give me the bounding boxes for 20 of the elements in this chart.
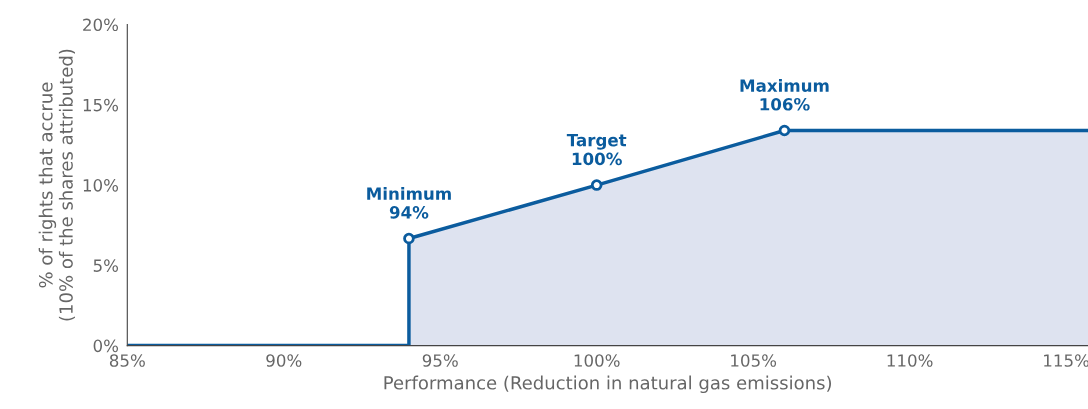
x-tick-label: 100% xyxy=(574,354,620,367)
x-tick-label: 85% xyxy=(109,354,145,367)
y-axis-title: % of rights that accrue (10% of the shares attributed) xyxy=(38,49,75,321)
x-tick-label: 95% xyxy=(422,354,458,367)
y-tick-label: 0% xyxy=(93,339,119,353)
y-tick-label: 5% xyxy=(93,259,119,272)
x-tick-label: 105% xyxy=(731,354,777,367)
annotation: Minimum 94% xyxy=(367,187,451,219)
y-tick-label: 20% xyxy=(83,18,119,32)
x-axis-title: Performance (Reduction in natural gas emissions) xyxy=(384,375,832,394)
x-tick-label: 115% xyxy=(1044,354,1088,367)
point xyxy=(778,124,791,137)
annotation: Target 100% xyxy=(566,134,627,166)
x-tick-label: 90% xyxy=(266,354,302,367)
y-tick-label: 10% xyxy=(83,179,119,192)
point xyxy=(403,232,415,245)
point xyxy=(590,179,603,191)
x-tick-label: 110% xyxy=(887,354,933,367)
annotation: Maximum 106% xyxy=(740,79,829,111)
y-tick-label: 15% xyxy=(83,98,119,112)
